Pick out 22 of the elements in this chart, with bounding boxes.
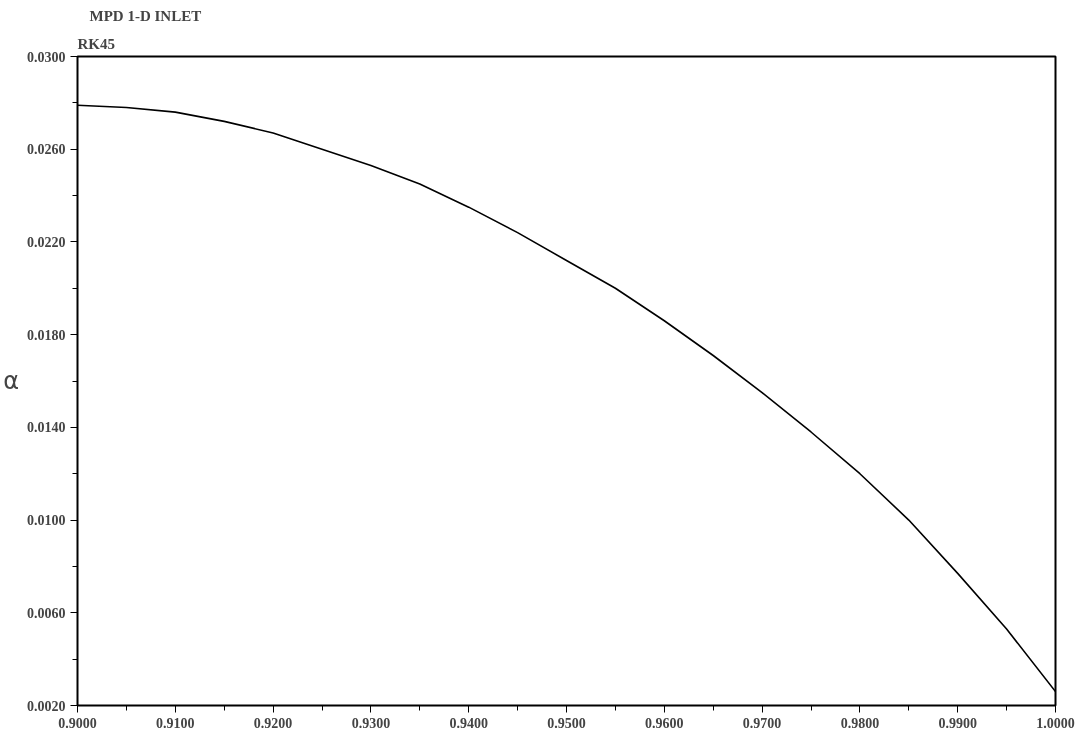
chart-subtitle: RK45	[77, 35, 115, 52]
y-axis-title: α	[3, 367, 20, 395]
x-tick-label: 0.9600	[645, 715, 684, 731]
x-tick-label: 1.0000	[1036, 715, 1075, 731]
x-tick-label: 0.9000	[58, 715, 97, 731]
x-tick-label: 0.9300	[351, 715, 391, 731]
chart-title: MPD 1-D INLET	[89, 7, 202, 24]
x-tick-label: 0.9800	[840, 715, 880, 731]
y-tick-label: 0.0140	[27, 420, 66, 436]
y-tick-label: 0.0220	[27, 234, 66, 250]
y-tick-label: 0.0180	[27, 327, 66, 343]
x-tick-label: 0.9700	[742, 715, 782, 731]
y-tick-label: 0.0300	[27, 49, 66, 65]
x-tick-label: 0.9400	[449, 715, 488, 731]
y-tick-label: 0.0260	[27, 142, 66, 158]
y-tick-label: 0.0020	[27, 698, 66, 714]
x-tick-label: 0.9200	[253, 715, 293, 731]
y-tick-label: 0.0060	[27, 605, 66, 621]
x-tick-label: 0.9100	[156, 715, 195, 731]
x-tick-label: 0.9500	[547, 715, 586, 731]
x-tick-label: 0.9900	[938, 715, 977, 731]
y-tick-label: 0.0100	[27, 513, 66, 529]
